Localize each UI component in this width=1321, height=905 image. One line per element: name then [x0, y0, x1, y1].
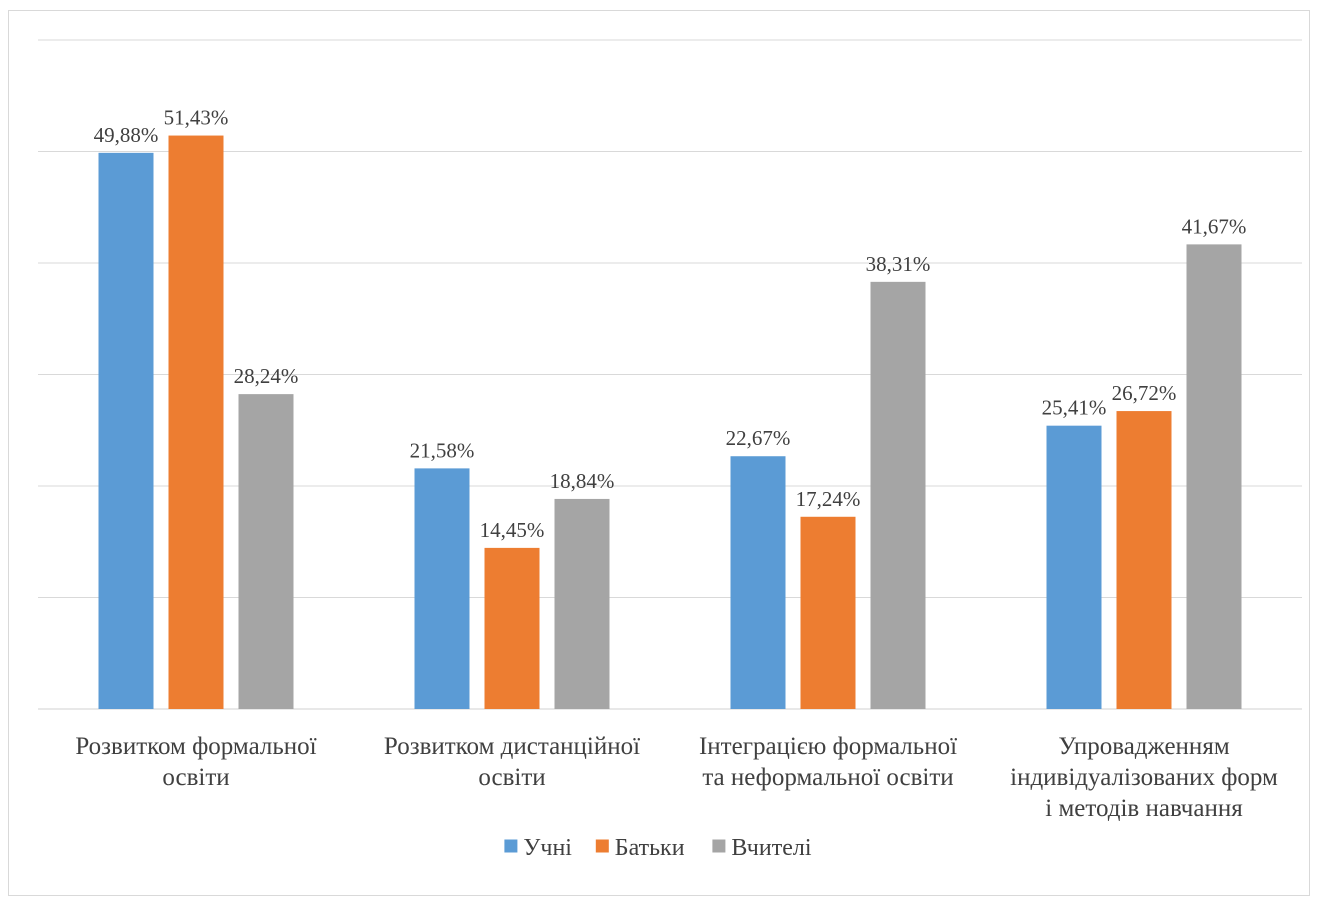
category-label: Розвитком формальної [75, 733, 316, 760]
data-label: 26,72% [1112, 381, 1177, 405]
category-labels: Розвитком формальної освіти Розвитком дист… [75, 733, 1278, 822]
data-label: 41,67% [1182, 214, 1247, 238]
legend-swatch [504, 839, 518, 853]
data-label: 38,31% [866, 252, 931, 276]
bar [800, 516, 856, 709]
bars [98, 135, 1242, 710]
legend-label: Батьки [615, 835, 685, 861]
data-label: 17,24% [796, 487, 861, 511]
legend-swatch [595, 839, 609, 853]
category-label: і методів навчання [1045, 795, 1243, 822]
legend-label: Вчителі [731, 835, 811, 861]
bar [168, 135, 224, 710]
data-label: 22,67% [726, 426, 791, 450]
data-label: 21,58% [410, 438, 475, 462]
data-label: 14,45% [480, 518, 545, 542]
data-label: 18,84% [550, 469, 615, 493]
category-label: Упровадженням [1058, 733, 1229, 760]
category-label: Інтеграцією формальної [699, 733, 957, 760]
bar [1046, 425, 1102, 709]
legend-swatch [712, 839, 726, 853]
bar [414, 468, 470, 709]
category-label: освіти [162, 764, 229, 791]
bar [1186, 244, 1242, 709]
category-label: та неформальної освіти [702, 764, 953, 791]
bar [870, 281, 926, 709]
data-labels: 49,88%51,43% 28,24% 21,58% 14,45% 18,84% 22,6… [94, 106, 1247, 542]
data-label: 25,41% [1042, 396, 1107, 420]
category-label: освіти [478, 764, 545, 791]
bar [98, 152, 154, 709]
bar [730, 456, 786, 709]
category-label: Розвитком дистанційної [384, 733, 640, 760]
data-label: 49,88% [94, 123, 159, 147]
bar [554, 498, 610, 709]
data-label: 51,43% [164, 106, 229, 130]
bar [484, 547, 540, 709]
data-label: 28,24% [234, 364, 299, 388]
category-label: індивідуалізованих форм [1010, 764, 1278, 791]
bar [238, 394, 294, 709]
legend: Учні Батьки Вчителі [504, 835, 812, 861]
legend-label: Учні [523, 835, 572, 861]
gridlines [38, 39, 1302, 710]
bar [1116, 411, 1172, 709]
